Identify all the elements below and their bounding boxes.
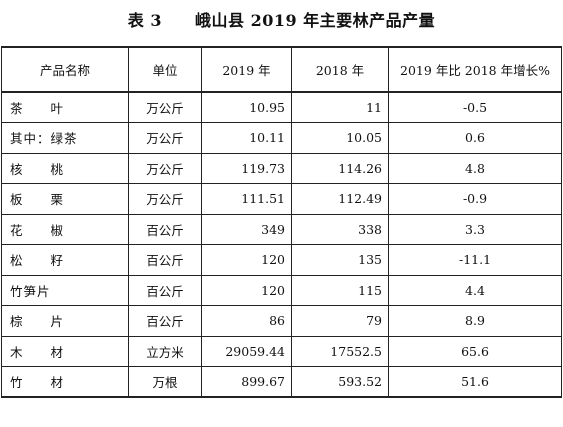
unit-cell: 百公斤 [128,305,202,337]
product-name-cell: 花 椒 [1,213,129,245]
unit-cell: 立方米 [128,335,202,367]
product-name-cell: 木 材 [1,335,129,367]
unit-cell: 万公斤 [128,91,202,123]
forest-products-table: 产品名称 单位 2019 年 2018 年 2019 年比 2018 年增长% … [1,46,562,398]
value-2019-cell: 349 [201,213,292,245]
header-product-name: 产品名称 [1,46,129,93]
growth-cell: -0.5 [388,91,562,123]
unit-cell: 百公斤 [128,274,202,306]
growth-cell: 3.3 [388,213,562,245]
table-row: 花 椒 百公斤 349 338 3.3 [1,213,562,245]
product-name-cell: 竹笋片 [1,274,129,306]
product-name-cell: 核 桃 [1,152,129,184]
product-name-cell: 其中：绿茶 [1,122,129,154]
growth-cell: 8.9 [388,305,562,337]
value-2018-cell: 11 [291,91,389,123]
header-2019: 2019 年 [201,46,292,93]
value-2019-cell: 10.11 [201,122,292,154]
unit-cell: 百公斤 [128,244,202,276]
growth-cell: 0.6 [388,122,562,154]
value-2018-cell: 114.26 [291,152,389,184]
table-title: 表 3 峨山县 2019 年主要林产品产量 [127,11,436,30]
value-2019-cell: 899.67 [201,366,292,398]
table-row: 其中：绿茶 万公斤 10.11 10.05 0.6 [1,122,562,154]
value-2018-cell: 79 [291,305,389,337]
header-growth: 2019 年比 2018 年增长% [388,46,562,93]
table-row: 竹 材 万根 899.67 593.52 51.6 [1,366,562,398]
value-2019-cell: 86 [201,305,292,337]
product-name-cell: 棕 片 [1,305,129,337]
value-2018-cell: 10.05 [291,122,389,154]
growth-cell: 4.8 [388,152,562,184]
growth-cell: 4.4 [388,274,562,306]
value-2018-cell: 17552.5 [291,335,389,367]
growth-cell: 51.6 [388,366,562,398]
unit-cell: 万根 [128,366,202,398]
value-2018-cell: 135 [291,244,389,276]
unit-cell: 百公斤 [128,213,202,245]
value-2019-cell: 120 [201,244,292,276]
value-2019-cell: 119.73 [201,152,292,184]
table-row: 棕 片 百公斤 86 79 8.9 [1,305,562,337]
value-2019-cell: 10.95 [201,91,292,123]
growth-cell: -0.9 [388,183,562,215]
product-name-cell: 茶 叶 [1,91,129,123]
header-unit: 单位 [128,46,202,93]
growth-cell: -11.1 [388,244,562,276]
value-2019-cell: 29059.44 [201,335,292,367]
table-row: 木 材 立方米 29059.44 17552.5 65.6 [1,335,562,367]
table-row: 板 栗 万公斤 111.51 112.49 -0.9 [1,183,562,215]
header-row: 产品名称 单位 2019 年 2018 年 2019 年比 2018 年增长% [1,46,562,93]
value-2018-cell: 593.52 [291,366,389,398]
product-name-cell: 板 栗 [1,183,129,215]
product-name-cell: 松 籽 [1,244,129,276]
value-2018-cell: 338 [291,213,389,245]
header-2018: 2018 年 [291,46,389,93]
value-2018-cell: 115 [291,274,389,306]
value-2018-cell: 112.49 [291,183,389,215]
unit-cell: 万公斤 [128,183,202,215]
table-row: 核 桃 万公斤 119.73 114.26 4.8 [1,152,562,184]
value-2019-cell: 111.51 [201,183,292,215]
value-2019-cell: 120 [201,274,292,306]
unit-cell: 万公斤 [128,122,202,154]
table-row: 松 籽 百公斤 120 135 -11.1 [1,244,562,276]
table-row: 茶 叶 万公斤 10.95 11 -0.5 [1,91,562,123]
growth-cell: 65.6 [388,335,562,367]
table-row: 竹笋片 百公斤 120 115 4.4 [1,274,562,306]
product-name-cell: 竹 材 [1,366,129,398]
table-body: 茶 叶 万公斤 10.95 11 -0.5 其中：绿茶 万公斤 10.11 10… [1,91,562,398]
table-header: 产品名称 单位 2019 年 2018 年 2019 年比 2018 年增长% [1,46,562,93]
unit-cell: 万公斤 [128,152,202,184]
